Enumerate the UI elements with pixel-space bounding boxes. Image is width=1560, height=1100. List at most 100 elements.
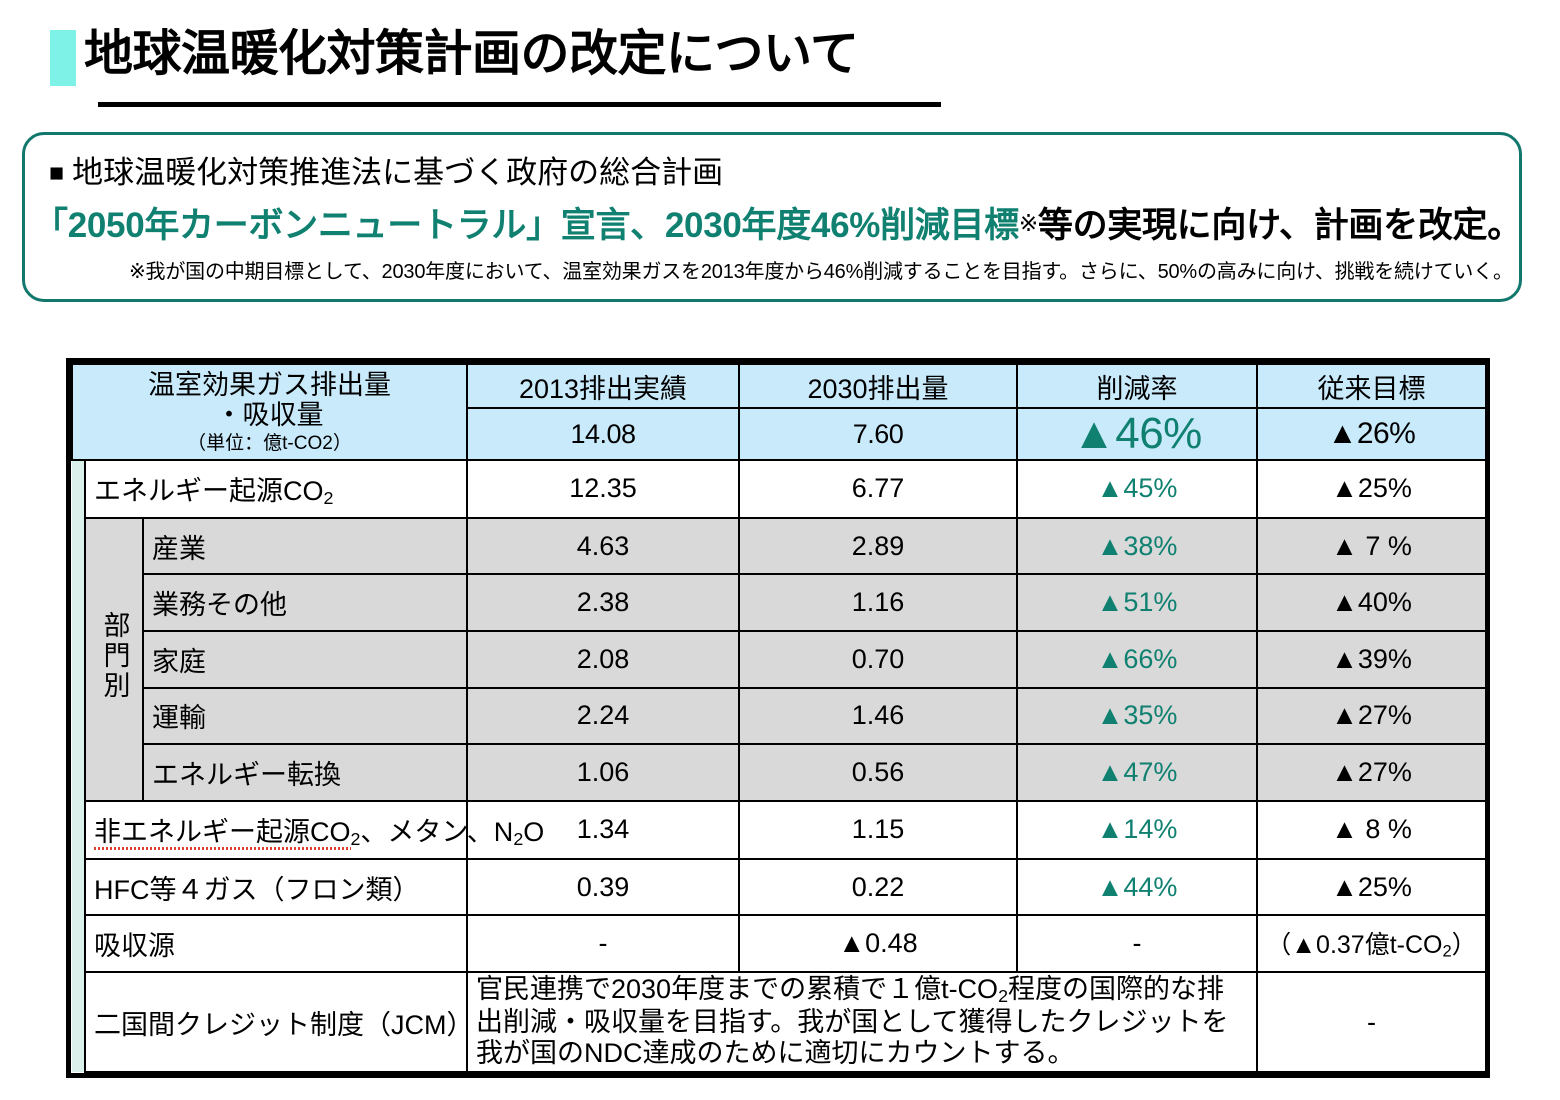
cell-jcm-description: 官民連携で2030年度までの累積で１億t-CO2程度の国際的な排出削減・吸収量を… bbox=[466, 971, 1258, 1073]
prev-target-pre: （▲0.37億t-CO bbox=[1266, 931, 1443, 960]
subscript-2: 2 bbox=[998, 985, 1008, 1006]
header-cell-previous-target: 従来目標 bbox=[1256, 363, 1487, 409]
row-label-non-energy-text: 非エネルギー起源CO bbox=[94, 816, 351, 847]
row-label-energy-co2: エネルギー起源CO2 bbox=[84, 459, 468, 519]
cell-2030: 0.22 bbox=[738, 857, 1018, 917]
row-label-transport: 運輸 bbox=[142, 686, 468, 746]
cell-2013: 2.08 bbox=[466, 630, 740, 689]
table-header-row-totals: 14.08 7.60 ▲46% ▲26% bbox=[72, 407, 1487, 461]
cell-2013: 0.39 bbox=[466, 857, 740, 917]
prev-target-post: ） bbox=[1451, 931, 1477, 960]
table-header-row-labels: 温室効果ガス排出量 ・吸収量 （単位：億t-CO2） 2013排出実績 2030… bbox=[71, 363, 1487, 461]
row-label-energy-conversion: エネルギー転換 bbox=[142, 743, 468, 802]
cell-2030: 1.16 bbox=[738, 573, 1018, 633]
table-row: 部門別 産業 4.63 2.89 ▲38% ▲ 7 % bbox=[72, 516, 1487, 802]
cell-reduction-rate: ▲66% bbox=[1016, 630, 1258, 689]
row-label-non-energy-mid: 、メタン、N bbox=[360, 816, 514, 847]
row-label-non-energy-co2: 非エネルギー起源CO2、メタン、N2O bbox=[84, 799, 544, 860]
cell-reduction-rate: - bbox=[1016, 914, 1258, 973]
footnote-marker: ※ bbox=[1018, 210, 1038, 236]
table-row: 二国間クレジット制度（JCM） 官民連携で2030年度までの累積で１億t-CO2… bbox=[72, 971, 1487, 1073]
cell-2013: 2.38 bbox=[466, 573, 740, 633]
cell-previous-target: ▲ 7 % bbox=[1256, 516, 1487, 576]
total-2013: 14.08 bbox=[466, 407, 740, 461]
cell-2030: 1.46 bbox=[738, 686, 1018, 746]
page-title-block: 地球温暖化対策計画の改定について bbox=[50, 22, 1520, 107]
row-label-household: 家庭 bbox=[142, 630, 468, 689]
cell-2030: ▲0.48 bbox=[738, 914, 1018, 973]
table-row: 家庭 2.08 0.70 ▲66% ▲39% bbox=[72, 630, 1487, 689]
summary-callout-box: ■ 地球温暖化対策推進法に基づく政府の総合計画 「2050年カーボンニュートラル」… bbox=[22, 132, 1522, 302]
title-underline bbox=[98, 102, 941, 107]
table-row: 運輸 2.24 1.46 ▲35% ▲27% bbox=[72, 686, 1487, 746]
total-previous-target: ▲26% bbox=[1256, 407, 1487, 461]
header-cell-category: 温室効果ガス排出量 ・吸収量 （単位：億t-CO2） bbox=[71, 363, 468, 461]
total-reduction-rate: ▲46% bbox=[1016, 407, 1258, 461]
callout-heading-text: 地球温暖化対策推進法に基づく政府の総合計画 bbox=[72, 155, 724, 190]
table-row: 吸収源 - ▲0.48 - （▲0.37億t-CO2） bbox=[72, 914, 1487, 973]
jcm-desc-pre: 官民連携で2030年度までの累積で１億t-CO bbox=[476, 973, 999, 1004]
callout-statement-highlight: 「2050年カーボンニュートラル」宣言、2030年度46%削減目標 bbox=[33, 206, 1019, 245]
cell-previous-target: ▲27% bbox=[1256, 743, 1487, 802]
cell-2030: 0.56 bbox=[738, 743, 1018, 802]
table-row: 業務その他 2.38 1.16 ▲51% ▲40% bbox=[72, 573, 1487, 633]
callout-main-statement: 「2050年カーボンニュートラル」宣言、2030年度46%削減目標※等の実現に向… bbox=[33, 197, 1522, 248]
subscript-2: 2 bbox=[1442, 943, 1452, 961]
cell-2013: 12.35 bbox=[466, 459, 740, 519]
jcm-desc-post: 程度の国際的な排出削減・吸収量を目指す。我が国として獲得したクレジットを我が国の… bbox=[476, 973, 1229, 1069]
cell-previous-target: ▲39% bbox=[1256, 630, 1487, 689]
subscript-2: 2 bbox=[323, 487, 334, 508]
emissions-table: 温室効果ガス排出量 ・吸収量 （単位：億t-CO2） 2013排出実績 2030… bbox=[71, 363, 1487, 1073]
cell-2013: 1.06 bbox=[466, 743, 740, 802]
cell-2030: 1.15 bbox=[738, 799, 1018, 860]
cell-reduction-rate: ▲47% bbox=[1016, 743, 1258, 802]
left-accent-strip bbox=[72, 460, 85, 1072]
subscript-2: 2 bbox=[350, 828, 361, 849]
table-row: HFC等４ガス（フロン類） 0.39 0.22 ▲44% ▲25% bbox=[72, 857, 1487, 917]
cell-2030: 2.89 bbox=[738, 516, 1018, 576]
square-bullet-icon: ■ bbox=[49, 159, 65, 187]
cell-reduction-rate: ▲45% bbox=[1016, 459, 1258, 519]
header-cell-2013: 2013排出実績 bbox=[466, 363, 740, 409]
header-cell-reduction-rate: 削減率 bbox=[1016, 363, 1258, 409]
cell-previous-target: - bbox=[1256, 971, 1487, 1073]
cell-previous-target: （▲0.37億t-CO2） bbox=[1256, 914, 1487, 973]
callout-footnote: ※我が国の中期目標として、2030年度において、温室効果ガスを2013年度から4… bbox=[129, 261, 1513, 283]
cell-2030: 6.77 bbox=[738, 459, 1018, 519]
header-cell-2030: 2030排出量 bbox=[738, 363, 1018, 409]
cell-reduction-rate: ▲38% bbox=[1016, 516, 1258, 576]
header-category-line2: ・吸収量 bbox=[215, 399, 324, 430]
cell-reduction-rate: ▲35% bbox=[1016, 686, 1258, 746]
cell-reduction-rate: ▲44% bbox=[1016, 857, 1258, 917]
callout-statement-rest: 等の実現に向け、計画を改定。 bbox=[1037, 206, 1522, 245]
subscript-2b: 2 bbox=[513, 828, 524, 849]
header-category-unit: （単位：億t-CO2） bbox=[187, 433, 352, 455]
cell-previous-target: ▲27% bbox=[1256, 686, 1487, 746]
table-row: エネルギー転換 1.06 0.56 ▲47% ▲27% bbox=[72, 743, 1487, 802]
row-label-industry: 産業 bbox=[142, 516, 468, 576]
cell-reduction-rate: ▲14% bbox=[1016, 799, 1258, 860]
table-row: 非エネルギー起源CO2、メタン、N2O 1.34 1.15 ▲14% ▲ 8 % bbox=[72, 799, 1487, 860]
row-label-energy-co2-text: エネルギー起源CO bbox=[94, 475, 324, 506]
cell-2013: 2.24 bbox=[466, 686, 740, 746]
row-label-commercial-other: 業務その他 bbox=[142, 573, 468, 633]
emissions-table-container: 温室効果ガス排出量 ・吸収量 （単位：億t-CO2） 2013排出実績 2030… bbox=[66, 358, 1490, 1078]
total-2030: 7.60 bbox=[738, 407, 1018, 461]
cell-previous-target: ▲25% bbox=[1256, 857, 1487, 917]
cell-2013: 4.63 bbox=[466, 516, 740, 576]
row-label-jcm: 二国間クレジット制度（JCM） bbox=[84, 971, 474, 1073]
header-category-line1: 温室効果ガス排出量 bbox=[148, 369, 391, 400]
cell-2013: 1.34 bbox=[466, 799, 740, 860]
row-label-sinks: 吸収源 bbox=[84, 914, 468, 973]
cell-2013: - bbox=[466, 914, 740, 973]
cell-previous-target: ▲40% bbox=[1256, 573, 1487, 633]
page-title: 地球温暖化対策計画の改定について bbox=[84, 27, 859, 81]
cell-2030: 0.70 bbox=[738, 630, 1018, 689]
row-label-non-energy-post: O bbox=[523, 816, 545, 847]
cell-previous-target: ▲25% bbox=[1256, 459, 1487, 519]
cell-previous-target: ▲ 8 % bbox=[1256, 799, 1487, 860]
callout-heading: ■ 地球温暖化対策推進法に基づく政府の総合計画 bbox=[49, 147, 723, 192]
table-row: エネルギー起源CO2 12.35 6.77 ▲45% ▲25% bbox=[72, 459, 1487, 1072]
title-accent-marker bbox=[50, 30, 76, 86]
row-label-hfc: HFC等４ガス（フロン類） bbox=[84, 857, 468, 917]
